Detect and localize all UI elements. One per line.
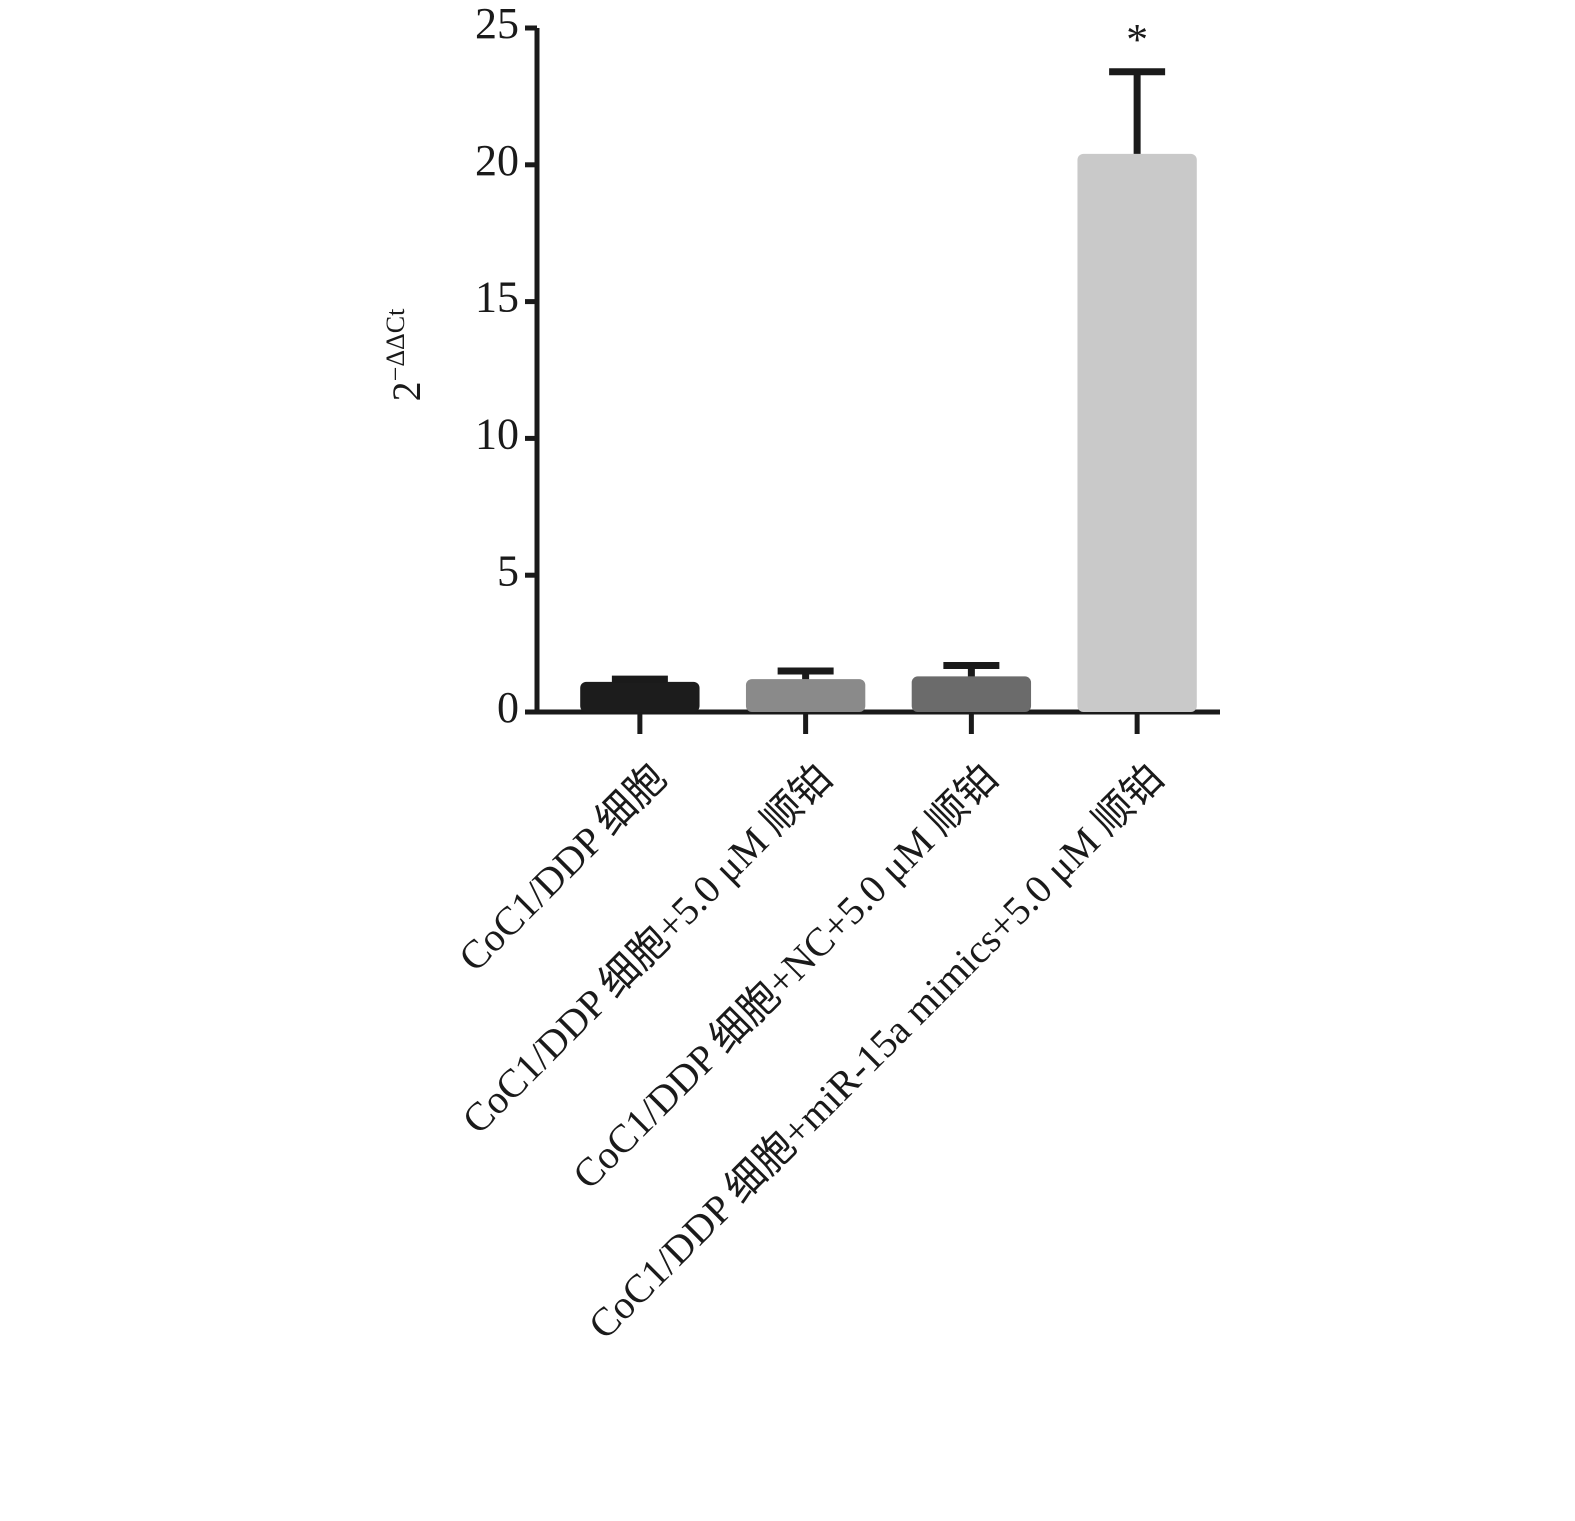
y-tick-label: 10: [475, 409, 519, 458]
bar: [911, 676, 1032, 712]
y-tick-label: 20: [475, 136, 519, 185]
y-label-exponent: −ΔΔCt: [381, 308, 410, 381]
x-tick-label: CoC1/DDP 细胞+miR-15a mimics+5.0 μM 顺铂: [579, 755, 1171, 1347]
y-tick-label: 5: [497, 546, 519, 595]
y-tick-label: 0: [497, 683, 519, 732]
bar: [745, 679, 866, 712]
bar: [1077, 153, 1197, 712]
y-tick-label: 15: [475, 273, 519, 322]
bar: [580, 681, 700, 712]
significance-mark: *: [1126, 15, 1148, 64]
y-tick-label: 25: [475, 0, 519, 48]
y-label-base: 2: [384, 381, 429, 401]
y-axis-label: 2−ΔΔCt: [381, 308, 429, 401]
